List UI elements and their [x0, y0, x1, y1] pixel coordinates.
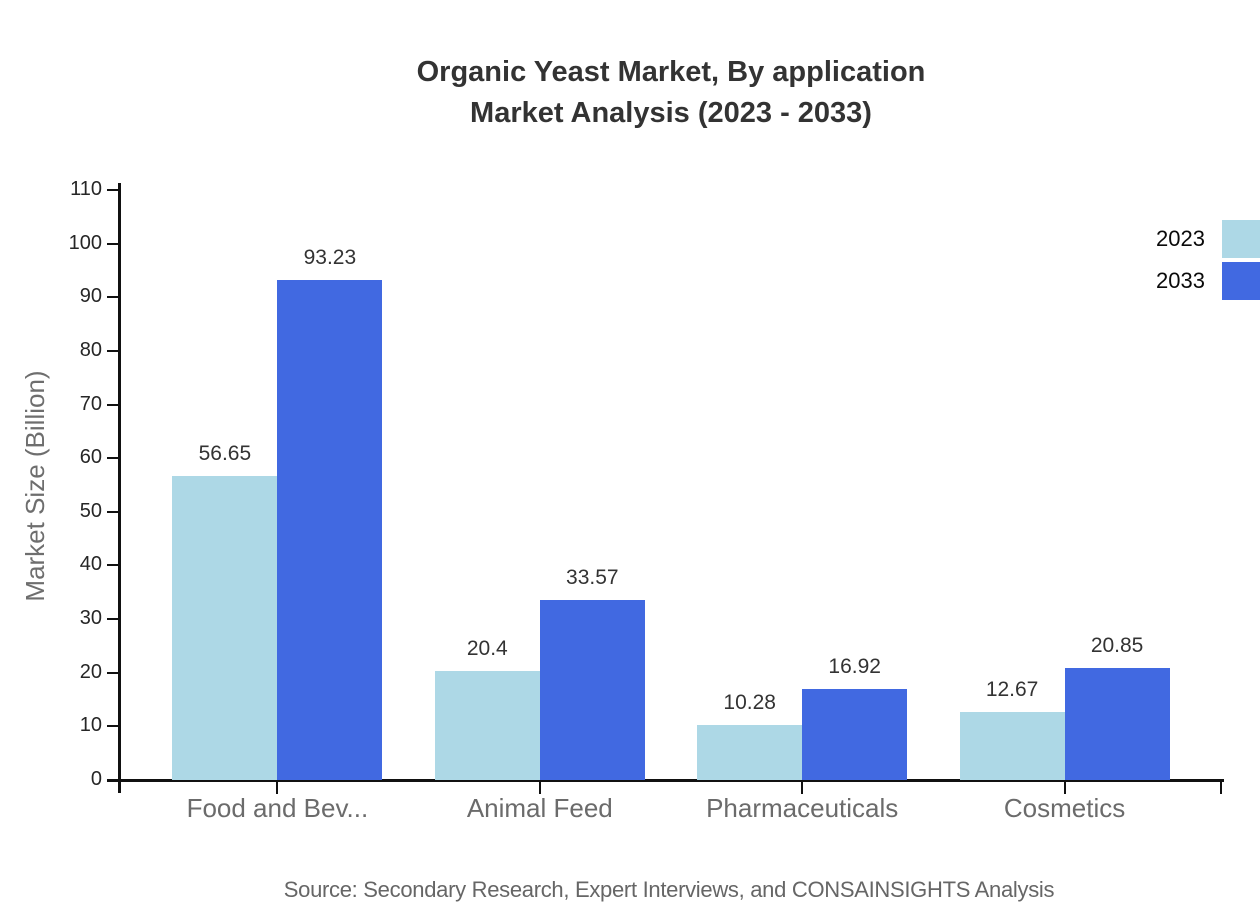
bar: [959, 712, 1065, 780]
legend-swatch: [1222, 220, 1260, 258]
bar-value-label: 93.23: [303, 245, 357, 269]
bar: [277, 279, 383, 780]
y-tick-mark: [107, 510, 120, 513]
y-tick-label: 40: [79, 553, 102, 576]
bar: [697, 724, 803, 780]
y-tick-mark: [107, 349, 120, 352]
bar-value-label: 10.28: [723, 690, 776, 714]
bar: [434, 670, 540, 780]
x-category-label: Animal Feed: [466, 793, 613, 823]
bar-value-label: 12.67: [985, 678, 1039, 702]
source-note: Source: Secondary Research, Expert Inter…: [283, 877, 1055, 902]
y-tick-label: 110: [70, 178, 102, 200]
y-tick-mark: [107, 296, 120, 299]
bar-value-label: 20.4: [466, 636, 508, 660]
bar: [539, 599, 645, 780]
y-tick-mark: [107, 564, 120, 567]
x-tick-mark: [801, 780, 804, 794]
bar-value-label: 20.85: [1090, 634, 1144, 658]
y-tick-mark: [107, 457, 120, 460]
bar-value-label: 56.65: [198, 442, 252, 466]
legend-label: 2033: [1156, 268, 1205, 293]
y-tick-label: 10: [79, 714, 102, 737]
y-tick-label: 70: [79, 392, 102, 415]
y-tick-mark: [107, 403, 120, 406]
y-tick-mark: [107, 725, 120, 728]
x-tick-mark: [538, 780, 541, 794]
x-tick-mark: [276, 780, 279, 794]
x-tick-mark: [1220, 780, 1222, 794]
chart-title: Organic Yeast Market, By application Mar…: [221, 52, 1121, 134]
chart-title-line2: Market Analysis (2023 - 2033): [470, 97, 872, 129]
chart-title-line1: Organic Yeast Market, By application: [416, 56, 926, 88]
y-tick-label: 90: [79, 285, 102, 308]
y-tick-label: 20: [79, 660, 102, 683]
y-tick-mark: [107, 618, 120, 621]
y-tick-mark: [107, 242, 120, 245]
y-tick-mark: [107, 671, 120, 674]
y-axis-line: [118, 183, 121, 793]
bar: [802, 689, 908, 780]
y-tick-mark: [107, 189, 120, 191]
y-tick-label: 100: [68, 231, 102, 254]
bar: [1064, 668, 1170, 780]
bar-value-label: 33.57: [566, 565, 619, 589]
x-category-label: Pharmaceuticals: [706, 793, 899, 823]
x-category-label: Food and Bev...: [186, 793, 369, 823]
x-tick-mark: [1063, 780, 1066, 794]
y-tick-label: 0: [90, 768, 102, 790]
y-tick-mark: [107, 779, 120, 781]
y-tick-label: 60: [79, 446, 102, 469]
x-axis-line: [107, 779, 1224, 782]
x-category-label: Cosmetics: [1003, 793, 1126, 823]
y-tick-label: 80: [79, 338, 102, 361]
y-tick-label: 50: [79, 499, 102, 522]
bar: [172, 476, 278, 780]
legend-label: 2023: [1156, 226, 1205, 251]
bar-value-label: 16.92: [828, 655, 881, 679]
y-tick-label: 30: [79, 607, 102, 630]
legend-swatch: [1222, 262, 1260, 300]
